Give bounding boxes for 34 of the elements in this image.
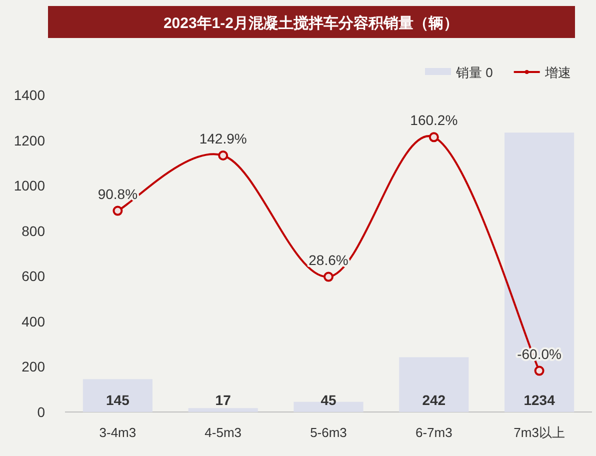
x-tick-label: 4-5m3 <box>204 425 242 440</box>
bar <box>399 357 469 412</box>
data-label: 160.2% <box>410 112 458 128</box>
x-tick-label: 7m3以上 <box>514 425 565 440</box>
y-tick-label: 1200 <box>14 132 46 148</box>
x-tick-label: 6-7m3 <box>415 425 452 440</box>
x-tick-label: 5-6m3 <box>310 425 347 440</box>
x-tick-label: 3-4m3 <box>99 425 136 440</box>
point <box>324 272 334 282</box>
data-label: 28.6% <box>308 252 348 268</box>
y-tick-label: 800 <box>22 222 46 239</box>
data-label: 145 <box>106 392 130 408</box>
y-tick-label: 200 <box>22 358 46 375</box>
data-label: 17 <box>215 392 232 408</box>
data-label: 142.9% <box>199 130 247 147</box>
legend-label: 增速 <box>544 65 571 80</box>
point <box>218 150 228 161</box>
point <box>534 366 544 376</box>
data-label: 45 <box>320 392 336 408</box>
y-tick-label: 0 <box>37 404 46 420</box>
data-label: 90.8% <box>98 186 138 202</box>
chart-title: 2023年1-2月混凝土搅拌车分容积销量（辆） <box>163 14 459 32</box>
bar <box>82 379 152 412</box>
data-label: 1234 <box>524 392 556 408</box>
bar <box>188 408 258 412</box>
y-tick-label: 1000 <box>14 178 46 194</box>
legend-label: 销量 0 <box>455 65 493 80</box>
data-label: 242 <box>422 392 446 408</box>
bar <box>504 132 574 412</box>
y-tick-label: 600 <box>22 268 46 284</box>
y-tick-label: 400 <box>22 313 46 330</box>
point <box>428 132 439 142</box>
point <box>112 206 123 216</box>
y-tick-label: 1400 <box>14 87 46 103</box>
